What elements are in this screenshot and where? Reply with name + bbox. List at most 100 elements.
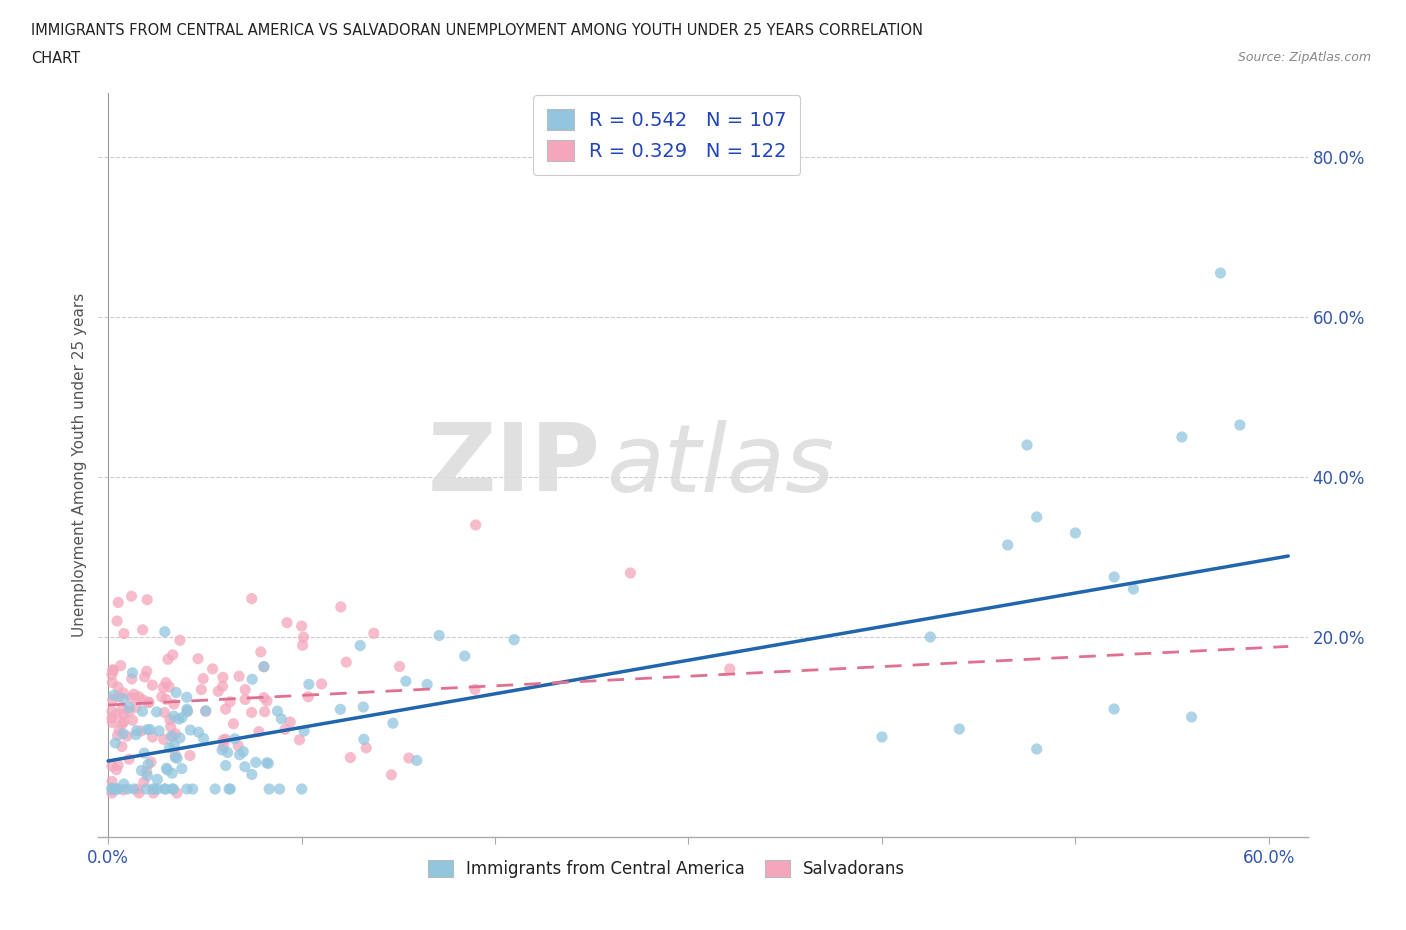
Point	[240, 767, 263, 782]
Point	[257, 781, 280, 796]
Point	[105, 781, 128, 796]
Point	[416, 677, 439, 692]
Point	[152, 680, 174, 695]
Point	[136, 757, 159, 772]
Point	[335, 655, 357, 670]
Text: CHART: CHART	[31, 51, 80, 66]
Point	[224, 731, 246, 746]
Point	[156, 763, 179, 777]
Point	[194, 704, 217, 719]
Point	[162, 729, 184, 744]
Point	[219, 695, 242, 710]
Point	[138, 695, 160, 710]
Point	[176, 704, 198, 719]
Point	[427, 628, 450, 643]
Point	[101, 715, 124, 730]
Point	[398, 751, 420, 765]
Point	[121, 665, 143, 680]
Point	[176, 702, 198, 717]
Point	[297, 689, 319, 704]
Point	[142, 786, 165, 801]
Point	[159, 712, 181, 727]
Point	[454, 648, 477, 663]
Point	[166, 751, 188, 765]
Point	[131, 764, 153, 778]
Point	[121, 589, 143, 604]
Point	[112, 691, 135, 706]
Point	[160, 729, 183, 744]
Point	[718, 661, 741, 676]
Point	[329, 600, 352, 615]
Point	[165, 750, 187, 764]
Point	[247, 724, 270, 739]
Point	[136, 723, 159, 737]
Point	[112, 707, 135, 722]
Point	[256, 694, 278, 709]
Point	[215, 758, 238, 773]
Point	[148, 724, 170, 738]
Point	[107, 595, 129, 610]
Point	[121, 690, 143, 705]
Point	[105, 707, 128, 722]
Point	[181, 781, 204, 796]
Point	[179, 748, 201, 763]
Point	[1025, 741, 1047, 756]
Point	[266, 704, 288, 719]
Point	[131, 704, 153, 719]
Point	[101, 780, 124, 795]
Point	[101, 786, 124, 801]
Point	[298, 677, 321, 692]
Point	[339, 751, 361, 765]
Point	[107, 728, 129, 743]
Point	[363, 626, 385, 641]
Point	[270, 711, 292, 726]
Point	[101, 662, 124, 677]
Point	[226, 738, 249, 753]
Point	[118, 751, 141, 766]
Legend: Immigrants from Central America, Salvadorans: Immigrants from Central America, Salvado…	[422, 853, 912, 884]
Point	[128, 689, 150, 704]
Point	[131, 622, 153, 637]
Point	[292, 724, 315, 738]
Point	[159, 740, 181, 755]
Point	[112, 626, 135, 641]
Point	[222, 716, 245, 731]
Point	[103, 663, 125, 678]
Point	[354, 740, 377, 755]
Point	[201, 661, 224, 676]
Point	[143, 781, 166, 796]
Point	[257, 756, 280, 771]
Point	[101, 759, 124, 774]
Point	[1025, 510, 1047, 525]
Point	[169, 731, 191, 746]
Point	[166, 786, 188, 801]
Point	[167, 711, 190, 726]
Point	[207, 684, 229, 698]
Point	[176, 781, 198, 796]
Point	[233, 692, 256, 707]
Point	[278, 714, 301, 729]
Point	[269, 781, 291, 796]
Point	[139, 722, 162, 737]
Point	[108, 723, 131, 737]
Point	[135, 781, 157, 796]
Point	[111, 717, 134, 732]
Point	[187, 651, 209, 666]
Point	[163, 737, 186, 752]
Text: atlas: atlas	[606, 419, 835, 511]
Point	[118, 704, 141, 719]
Point	[380, 767, 402, 782]
Point	[145, 704, 167, 719]
Point	[292, 630, 315, 644]
Point	[256, 755, 278, 770]
Point	[211, 679, 233, 694]
Y-axis label: Unemployment Among Youth under 25 years: Unemployment Among Youth under 25 years	[72, 293, 87, 637]
Point	[291, 638, 314, 653]
Point	[132, 693, 155, 708]
Point	[274, 722, 297, 737]
Text: ZIP: ZIP	[427, 419, 600, 511]
Point	[160, 765, 183, 780]
Point	[101, 667, 124, 682]
Point	[141, 730, 163, 745]
Point	[253, 690, 276, 705]
